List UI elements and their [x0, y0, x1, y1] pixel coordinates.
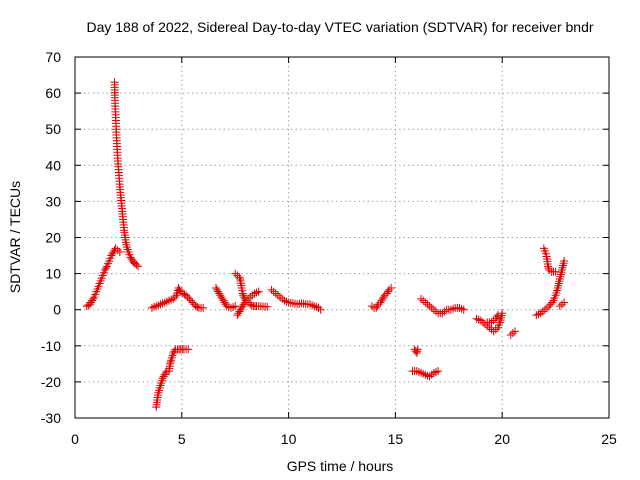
data-point — [82, 302, 91, 311]
x-axis-label: GPS time / hours — [287, 458, 394, 474]
data-point — [132, 260, 141, 269]
data-point — [166, 358, 175, 367]
data-point — [169, 294, 178, 303]
data-point — [240, 298, 249, 307]
data-point — [379, 293, 388, 302]
y-tick-label: 30 — [45, 193, 61, 209]
y-tick-label: -30 — [41, 410, 61, 426]
data-point — [316, 305, 325, 314]
data-point — [130, 259, 139, 268]
y-tick-label: 60 — [45, 85, 61, 101]
data-point — [239, 291, 248, 300]
data-point — [231, 302, 240, 311]
data-point — [178, 289, 187, 298]
data-point — [459, 305, 468, 314]
axis-ticks: 0 5 10 15 20 25 -30 -20 -10 0 10 20 30 40 50 60 70 — [41, 49, 617, 447]
data-point — [263, 302, 272, 311]
y-tick-label: 0 — [53, 302, 61, 318]
data-point — [186, 296, 195, 305]
y-tick-label: 40 — [45, 157, 61, 173]
data-point — [193, 302, 202, 311]
data-point — [101, 264, 110, 273]
data-point — [551, 267, 560, 276]
data-point — [115, 247, 124, 256]
data-point — [199, 303, 208, 312]
data-point — [236, 275, 245, 284]
y-tick-label: 70 — [45, 49, 61, 65]
x-tick-label: 5 — [178, 431, 186, 447]
data-point — [185, 294, 194, 303]
data-point — [387, 284, 396, 293]
data-point — [546, 300, 555, 309]
data-point — [183, 293, 192, 302]
data-point — [182, 291, 191, 300]
data-point — [383, 287, 392, 296]
data-point — [235, 273, 244, 282]
data-point — [560, 256, 569, 265]
data-point — [184, 345, 193, 354]
data-points — [82, 78, 569, 412]
y-tick-label: 50 — [45, 121, 61, 137]
y-tick-label: 20 — [45, 230, 61, 246]
x-tick-label: 15 — [388, 431, 404, 447]
x-tick-label: 25 — [601, 431, 617, 447]
data-point — [170, 347, 179, 356]
data-point — [191, 302, 200, 311]
x-tick-label: 10 — [281, 431, 297, 447]
data-point — [545, 302, 554, 311]
y-axis-label: SDTVAR / TECUs — [7, 181, 23, 293]
data-point — [498, 309, 507, 318]
y-tick-label: -20 — [41, 374, 61, 390]
data-point — [412, 349, 421, 358]
data-point — [166, 359, 175, 368]
data-point — [89, 294, 98, 303]
data-point — [511, 327, 520, 336]
data-point — [544, 262, 553, 271]
grid-lines — [75, 57, 609, 418]
x-tick-label: 20 — [494, 431, 510, 447]
data-point — [413, 345, 422, 354]
data-point — [188, 298, 197, 307]
data-point — [246, 300, 255, 309]
data-point — [492, 312, 501, 321]
data-point — [170, 293, 179, 302]
x-tick-label: 0 — [71, 431, 79, 447]
data-point — [254, 287, 263, 296]
y-tick-label: -10 — [41, 338, 61, 354]
y-tick-label: 10 — [45, 266, 61, 282]
data-point — [373, 302, 382, 311]
data-point — [247, 301, 256, 310]
data-point — [493, 311, 502, 320]
data-point — [434, 367, 443, 376]
data-point — [175, 285, 184, 294]
data-point — [238, 289, 247, 298]
data-point — [161, 368, 170, 377]
data-point — [560, 298, 569, 307]
data-point — [413, 347, 422, 356]
data-point — [548, 298, 557, 307]
chart-title: Day 188 of 2022, Sidereal Day-to-day VTE… — [86, 19, 593, 35]
data-point — [134, 262, 143, 271]
